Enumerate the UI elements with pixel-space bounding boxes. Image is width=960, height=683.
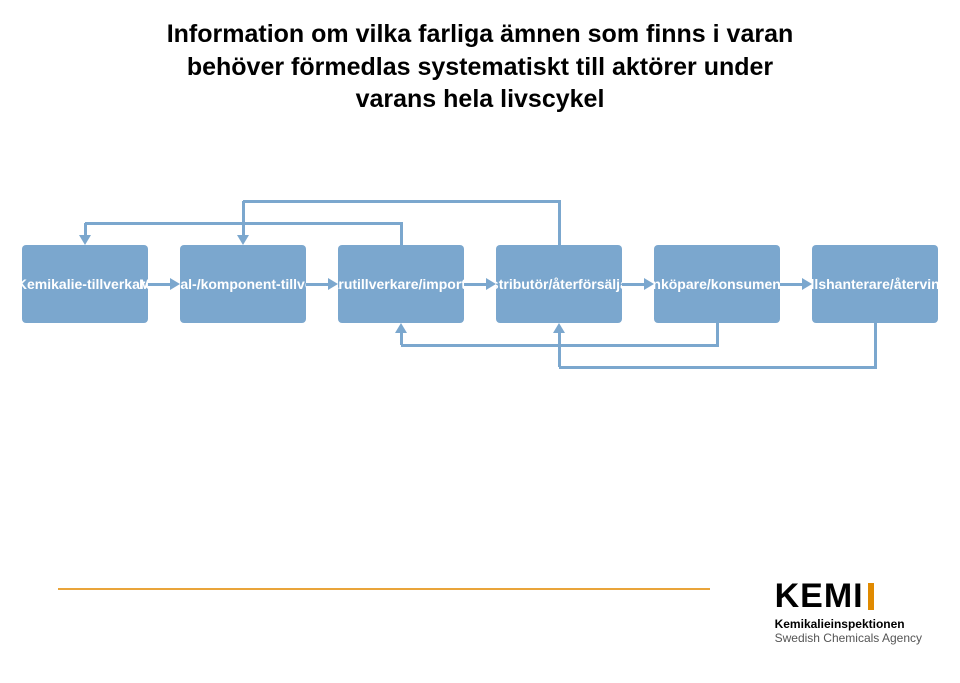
page-title: Information om vilka farliga ämnen som f… [50,18,910,116]
return-connector-icon [22,185,938,455]
kemi-logo: KEMI Kemikalieinspektionen Swedish Chemi… [775,579,922,645]
title-line-2: behöver förmedlas systematiskt till aktö… [187,53,773,81]
kemi-logo-text: KEMI [775,579,922,613]
kemi-logo-subtitle-sv: Kemikalieinspektionen [775,617,922,631]
kemi-logo-subtitle-en: Swedish Chemicals Agency [775,631,922,645]
page: Information om vilka farliga ämnen som f… [0,0,960,683]
kemi-logo-letters: KEMI [775,579,864,613]
footer-rule [58,588,710,590]
title-line-3: varans hela livscykel [356,85,605,113]
kemi-logo-bar-icon [868,583,874,610]
title-line-1: Information om vilka farliga ämnen som f… [167,20,794,48]
lifecycle-diagram: Kemikalie-tillverkareMaterial-/komponent… [22,185,938,455]
